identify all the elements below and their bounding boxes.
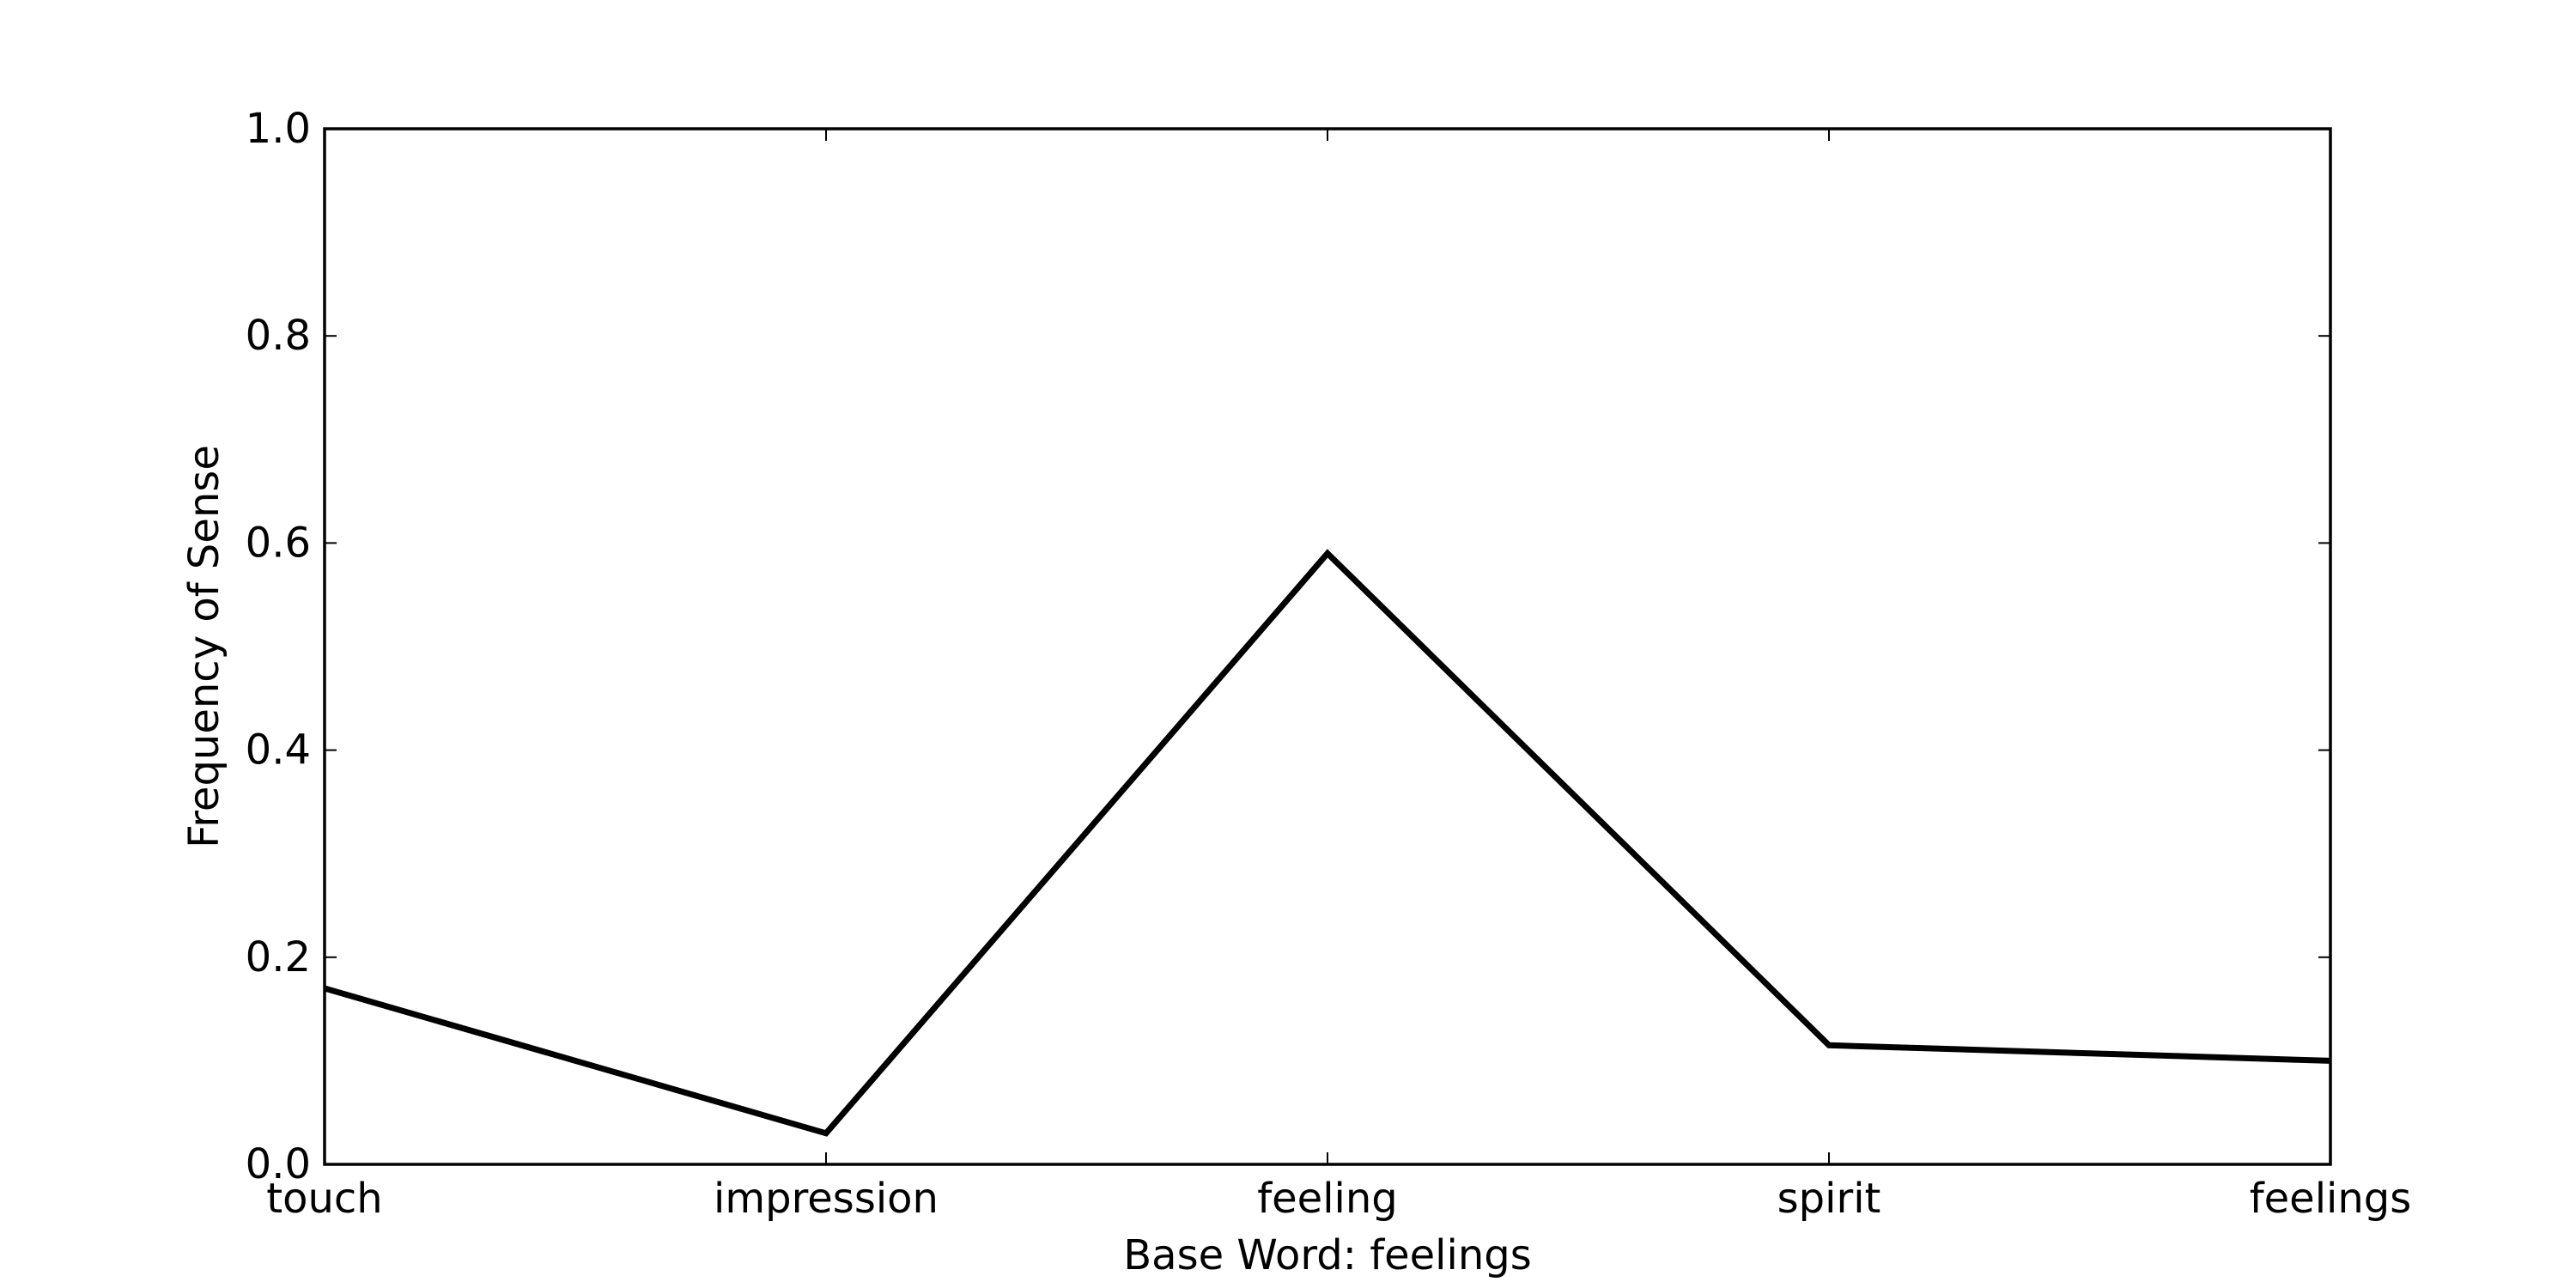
tick-labels-layer: 0.0 0.2 0.4 0.6 0.8 1.0 touch impression feeling… [246,105,2412,1223]
x-tick-label: spirit [1777,1175,1881,1223]
y-axis-label: Frequency of Sense [180,445,228,848]
ticks-layer [324,128,2331,1165]
y-tick-label: 0.2 [246,933,311,981]
y-tick-label: 0.0 [246,1140,311,1188]
y-tick-label: 0.6 [246,519,311,567]
y-tick-label: 0.8 [246,312,311,360]
x-tick-label: touch [266,1175,382,1223]
y-tick-label: 0.4 [246,726,311,775]
series-layer [324,549,2331,1137]
x-axis-label: Base Word: feelings [1123,1231,1531,1279]
x-tick-label: feelings [2250,1175,2412,1223]
x-tick-label: feeling [1257,1175,1398,1223]
y-tick-label: 1.0 [246,105,311,153]
x-tick-label: impression [714,1175,939,1223]
